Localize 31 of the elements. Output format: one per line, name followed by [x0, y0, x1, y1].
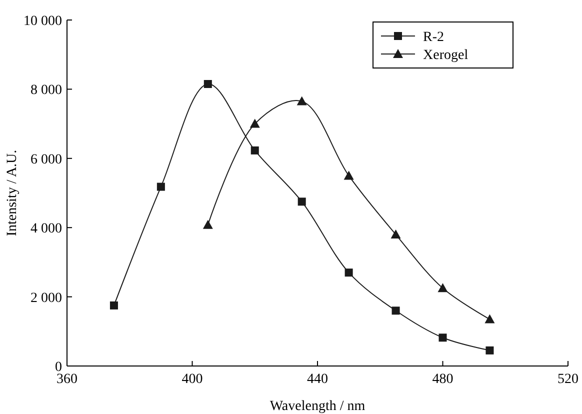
point	[390, 230, 401, 239]
point	[296, 96, 307, 106]
y-tick-label: 0	[55, 360, 62, 375]
y-tick-label: 6 000	[30, 152, 62, 168]
point	[298, 198, 306, 206]
point	[202, 220, 213, 229]
y-tick-label: 4 000	[30, 222, 62, 237]
point	[250, 118, 260, 128]
y-axis-title: Intensity / A.U.	[5, 150, 20, 236]
point	[486, 346, 494, 354]
point	[110, 301, 118, 310]
point	[438, 283, 448, 292]
point	[204, 80, 212, 88]
legend-label: Xerogel	[423, 48, 468, 63]
point	[344, 170, 354, 180]
x-tick-label: 480	[432, 372, 454, 387]
point	[344, 268, 353, 277]
point	[250, 146, 259, 154]
legend-label: R-2	[423, 30, 444, 45]
x-tick-label: 440	[307, 372, 328, 387]
x-tick-label: 520	[558, 372, 578, 387]
y-tick-label: 2 000	[30, 290, 62, 306]
point	[484, 314, 495, 324]
point	[392, 306, 400, 315]
point	[438, 334, 447, 342]
y-tick-label: 8 000	[30, 83, 62, 98]
point	[156, 182, 165, 191]
x-axis-title: Wavelength / nm	[270, 399, 366, 414]
x-tick-label: 360	[56, 372, 78, 387]
y-tick-label: 10 000	[24, 14, 62, 29]
x-tick-label: 400	[182, 372, 203, 387]
